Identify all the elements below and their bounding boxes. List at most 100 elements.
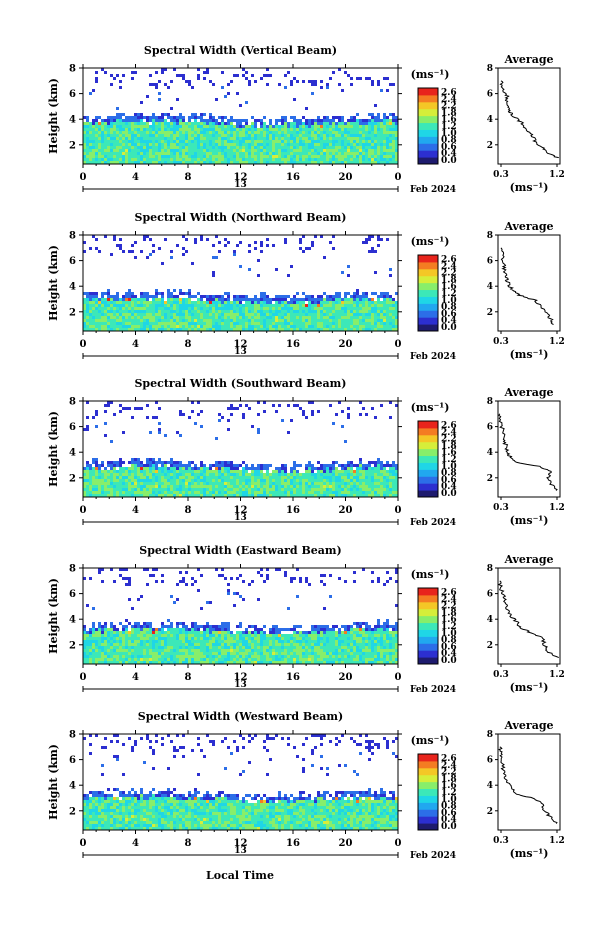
heatmap-cell xyxy=(86,158,89,161)
heatmap-cell xyxy=(260,328,263,331)
heatmap-cell xyxy=(389,140,392,143)
heatmap-cell xyxy=(107,140,110,143)
heatmap-cell xyxy=(113,125,116,128)
heatmap-cell xyxy=(314,491,317,494)
heatmap-cell xyxy=(272,134,275,137)
heatmap-cell xyxy=(131,470,134,473)
heatmap-cell xyxy=(131,646,134,649)
heatmap-cell xyxy=(311,92,314,95)
heatmap-cell xyxy=(110,137,113,140)
heatmap-cell xyxy=(389,143,392,146)
heatmap-cell xyxy=(359,137,362,140)
heatmap-cell xyxy=(341,485,344,488)
heatmap-cell xyxy=(203,310,206,313)
heatmap-cell xyxy=(155,461,158,464)
heatmap-cell xyxy=(248,482,251,485)
heatmap-cell xyxy=(116,319,119,322)
heatmap-cell xyxy=(140,482,143,485)
heatmap-cell xyxy=(344,71,347,74)
heatmap-cell xyxy=(329,155,332,158)
heatmap-cell xyxy=(377,464,380,467)
heatmap-cell xyxy=(152,119,155,122)
heatmap-cell xyxy=(344,328,347,331)
heatmap-cell xyxy=(113,640,116,643)
heatmap-cell xyxy=(146,304,149,307)
heatmap-cell xyxy=(161,152,164,155)
heatmap-cell xyxy=(260,319,263,322)
heatmap-cell xyxy=(119,134,122,137)
heatmap-cell xyxy=(344,473,347,476)
heatmap-cell xyxy=(245,143,248,146)
heatmap-cell xyxy=(107,464,110,467)
heatmap-cell xyxy=(176,479,179,482)
heatmap-cell xyxy=(176,325,179,328)
heatmap-cell xyxy=(287,295,290,298)
heatmap-cell xyxy=(209,80,212,83)
heatmap-cell xyxy=(140,310,143,313)
heatmap-cell xyxy=(323,316,326,319)
heatmap-cell xyxy=(227,307,230,310)
heatmap-cell xyxy=(191,149,194,152)
heatmap-cell xyxy=(140,134,143,137)
heatmap-cell xyxy=(113,464,116,467)
heatmap-cell xyxy=(215,325,218,328)
heatmap-cell xyxy=(227,419,230,422)
heatmap-cell xyxy=(296,485,299,488)
heatmap-cell xyxy=(275,307,278,310)
panel-title: Spectral Width (Northward Beam) xyxy=(135,211,347,224)
heatmap-cell xyxy=(170,470,173,473)
heatmap-cell xyxy=(242,161,245,164)
heatmap-cell xyxy=(299,310,302,313)
heatmap-cell xyxy=(101,313,104,316)
heatmap-cell xyxy=(221,310,224,313)
heatmap-cell xyxy=(344,304,347,307)
heatmap-cell xyxy=(191,122,194,125)
heatmap-cell xyxy=(104,316,107,319)
heatmap-cell xyxy=(260,137,263,140)
heatmap-cell xyxy=(314,125,317,128)
heatmap-cell xyxy=(251,328,254,331)
heatmap-cell xyxy=(113,470,116,473)
heatmap-cell xyxy=(197,68,200,71)
heatmap-cell xyxy=(320,479,323,482)
heatmap-cell xyxy=(383,128,386,131)
heatmap-cell xyxy=(224,116,227,119)
heatmap-cell xyxy=(254,241,257,244)
heatmap-cell xyxy=(395,158,398,161)
heatmap-cell xyxy=(377,494,380,497)
heatmap-cell xyxy=(200,476,203,479)
heatmap-cell xyxy=(152,149,155,152)
heatmap-cell xyxy=(362,488,365,491)
colorbar-tick-label: 0.0 xyxy=(441,156,457,166)
heatmap-cell xyxy=(263,325,266,328)
heatmap-cell xyxy=(149,143,152,146)
heatmap-cell xyxy=(269,491,272,494)
heatmap-cell xyxy=(188,322,191,325)
heatmap-cell xyxy=(386,155,389,158)
heatmap-cell xyxy=(185,301,188,304)
heatmap-cell xyxy=(356,304,359,307)
heatmap-cell xyxy=(395,482,398,485)
heatmap-cell xyxy=(371,310,374,313)
heatmap-cell xyxy=(272,128,275,131)
heatmap-cell xyxy=(134,658,137,661)
heatmap-cell xyxy=(296,491,299,494)
heatmap-cell xyxy=(110,467,113,470)
heatmap-cell xyxy=(332,479,335,482)
heatmap-cell xyxy=(143,301,146,304)
heatmap-cell xyxy=(188,307,191,310)
heatmap-cell xyxy=(287,158,290,161)
heatmap-cell xyxy=(92,467,95,470)
heatmap-cell xyxy=(131,304,134,307)
heatmap-cell xyxy=(110,319,113,322)
heatmap-cell xyxy=(389,473,392,476)
heatmap-cell xyxy=(230,488,233,491)
heatmap-cell xyxy=(383,467,386,470)
heatmap-cell xyxy=(101,128,104,131)
heatmap-cell xyxy=(338,464,341,467)
heatmap-cell xyxy=(86,640,89,643)
heatmap-cell xyxy=(242,316,245,319)
heatmap-cell xyxy=(314,158,317,161)
heatmap-cell xyxy=(224,310,227,313)
heatmap-cell xyxy=(383,488,386,491)
